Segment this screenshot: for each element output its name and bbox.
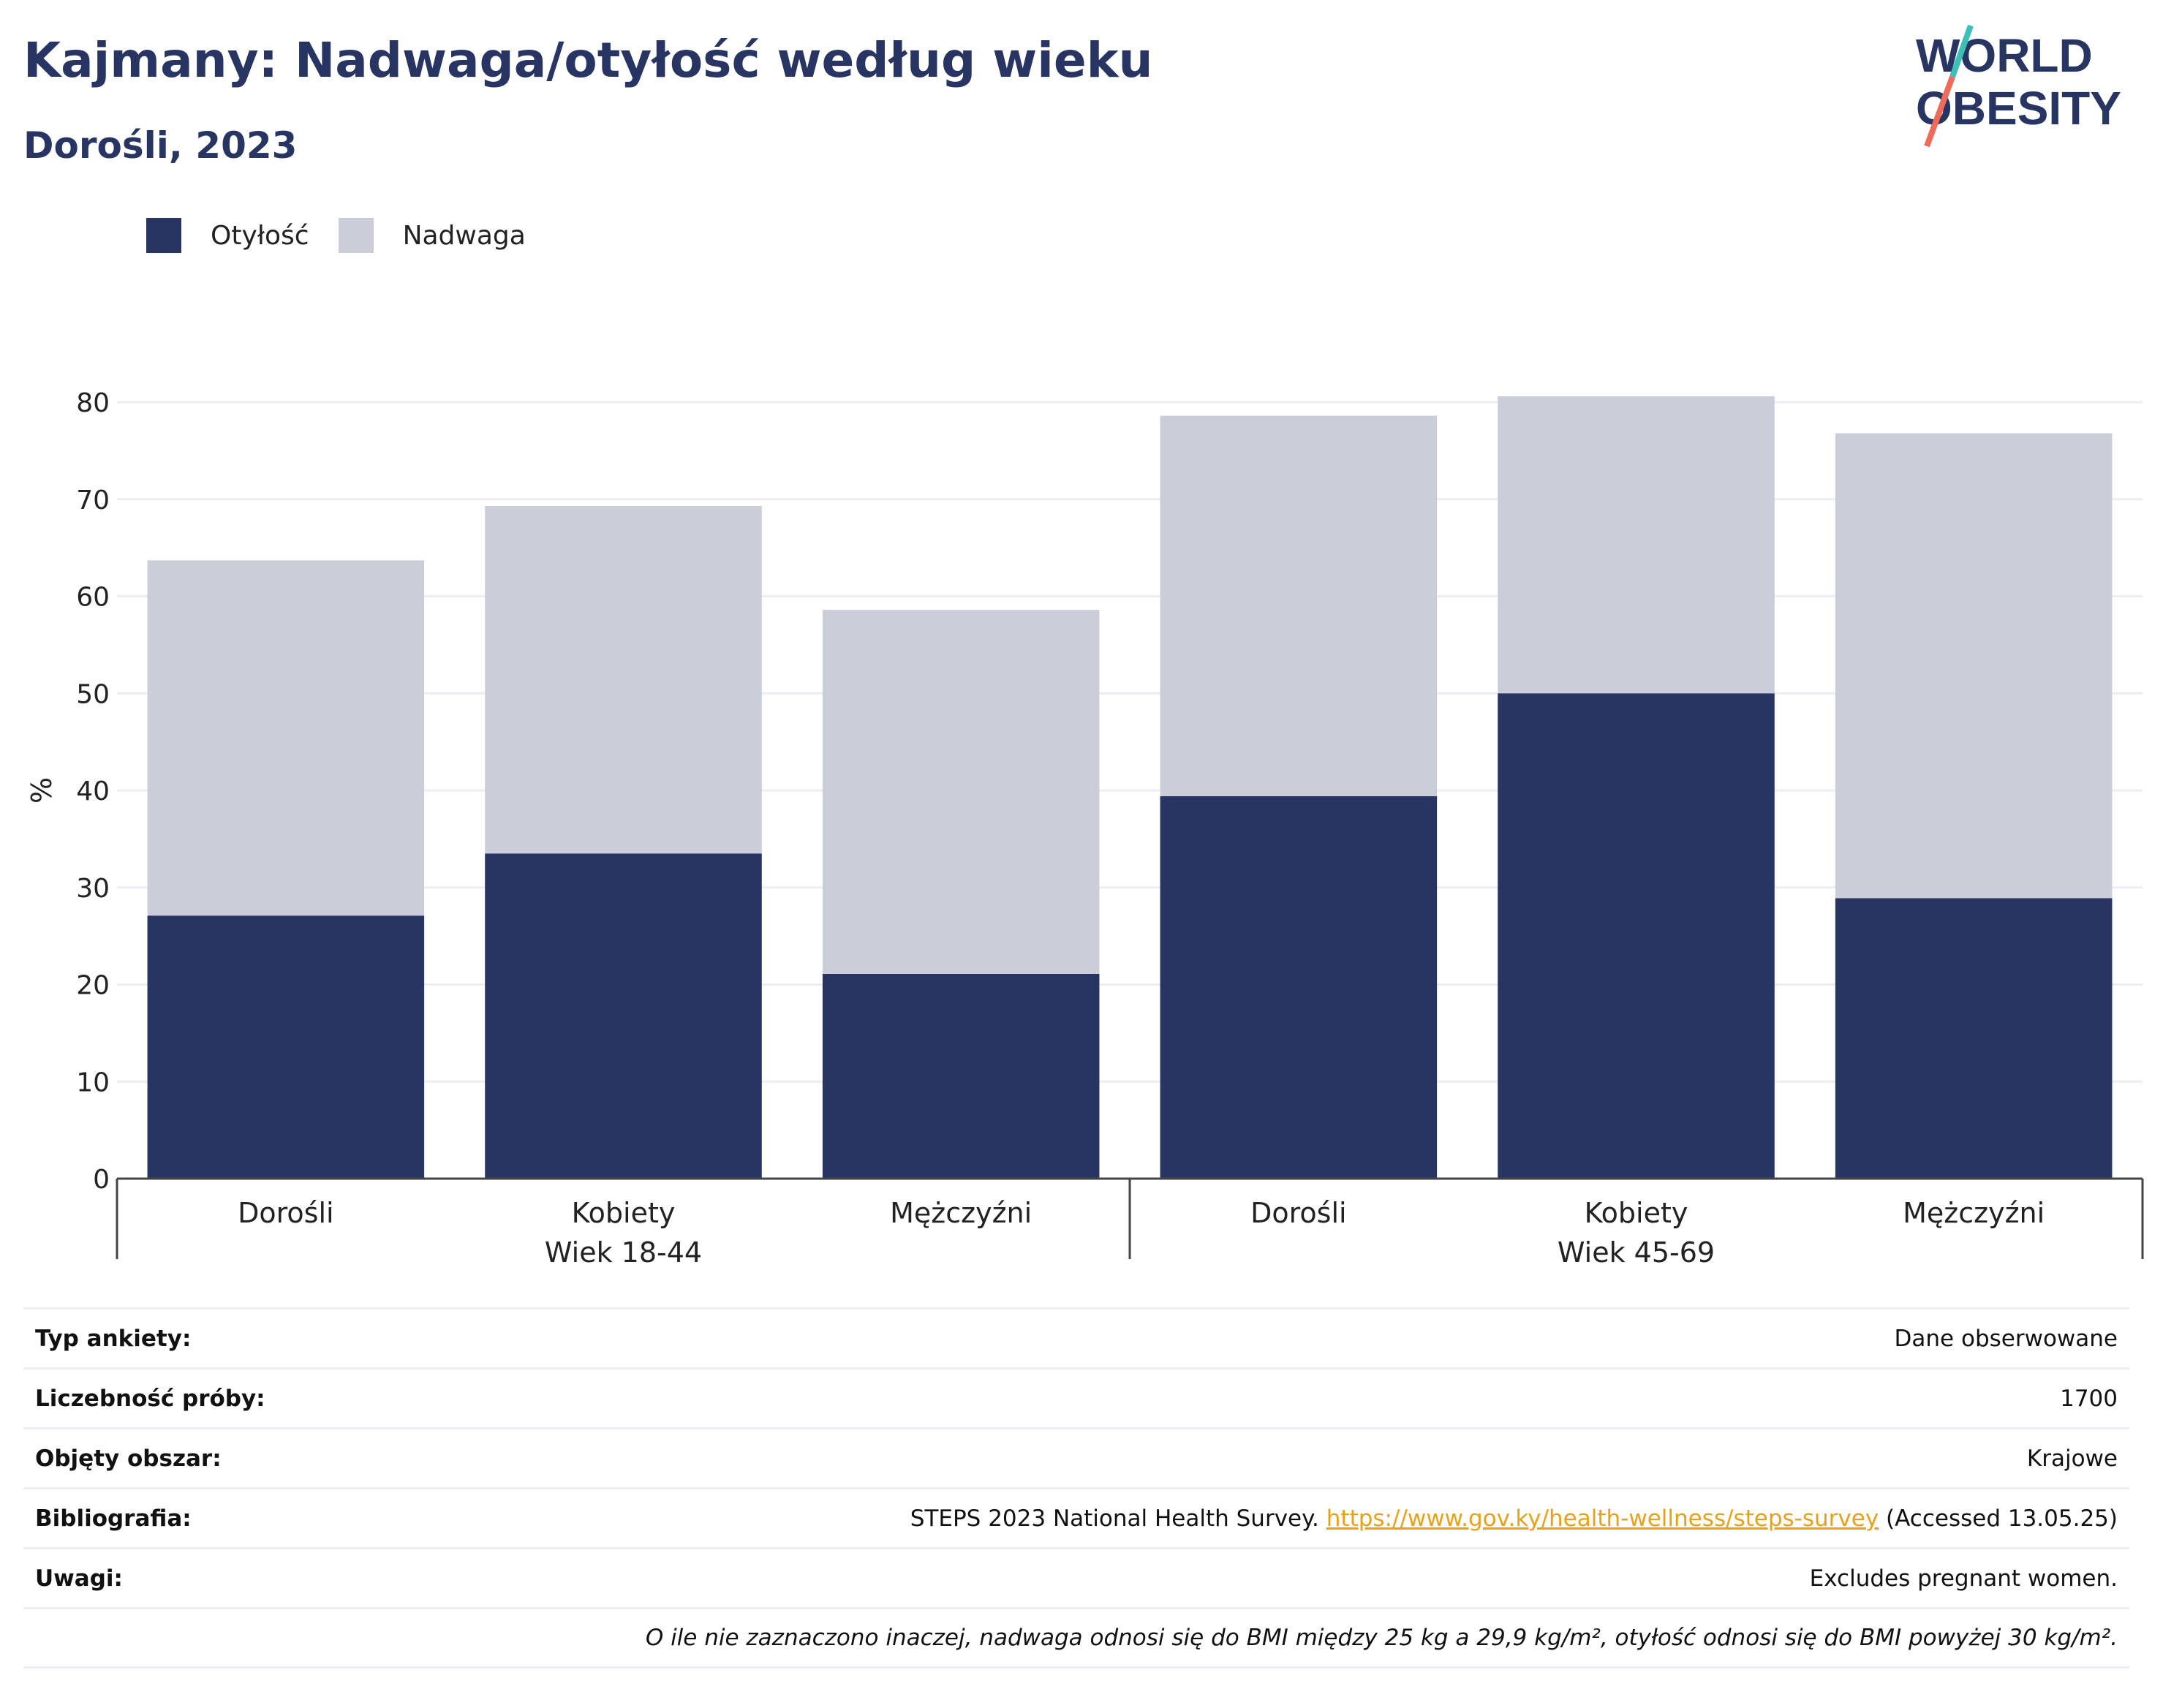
group-label: Wiek 18-44 — [545, 1236, 702, 1269]
metadata-table: Typ ankiety: Dane obserwowane Liczebność… — [23, 1307, 2129, 1669]
bar-overweight — [147, 560, 425, 916]
bar-obesity — [1160, 796, 1438, 1179]
legend-item-obesity[interactable]: Otyłość — [146, 218, 309, 253]
meta-value: STEPS 2023 National Health Survey. https… — [910, 1505, 2118, 1532]
x-tick-label: Mężczyźni — [890, 1197, 1032, 1229]
footnote: O ile nie zaznaczono inaczej, nadwaga od… — [23, 1607, 2129, 1669]
x-tick-label: Dorośli — [1250, 1197, 1346, 1229]
meta-row-sample-size: Liczebność próby: 1700 — [23, 1367, 2129, 1427]
bar-overweight — [822, 610, 1100, 974]
meta-row-bibliography: Bibliografia: STEPS 2023 National Health… — [23, 1487, 2129, 1547]
bar-overweight — [1498, 396, 1775, 694]
meta-value: Dane obserwowane — [1894, 1325, 2118, 1352]
y-tick-label: 60 — [76, 583, 110, 613]
logo-slash-coral — [1924, 75, 1955, 148]
chart-subtitle: Dorośli, 2023 — [23, 124, 298, 167]
x-tick-label: Dorośli — [238, 1197, 333, 1229]
y-tick-label: 40 — [76, 776, 110, 806]
bibliography-link[interactable]: https://www.gov.ky/health-wellness/steps… — [1326, 1505, 1879, 1532]
meta-value: Excludes pregnant women. — [1809, 1565, 2118, 1592]
bar-obesity — [1835, 898, 2113, 1179]
legend: Otyłość Nadwaga — [146, 218, 526, 253]
meta-row-survey-type: Typ ankiety: Dane obserwowane — [23, 1307, 2129, 1367]
y-tick-label: 50 — [76, 679, 110, 709]
group-label: Wiek 45-69 — [1558, 1236, 1715, 1269]
meta-label: Typ ankiety: — [35, 1325, 192, 1352]
legend-label-obesity: Otyłość — [211, 220, 309, 251]
meta-label: Objęty obszar: — [35, 1445, 222, 1472]
x-tick-label: Mężczyźni — [1903, 1197, 2045, 1229]
meta-label: Uwagi: — [35, 1565, 123, 1592]
bibliography-suffix: (Accessed 13.05.25) — [1886, 1505, 2118, 1532]
bar-overweight — [1835, 433, 2113, 899]
logo-slash-teal — [1949, 24, 1974, 78]
bar-obesity — [822, 973, 1100, 1179]
x-tick-label: Kobiety — [1585, 1197, 1688, 1229]
y-tick-label: 20 — [76, 971, 110, 1001]
meta-label: Liczebność próby: — [35, 1385, 265, 1412]
bar-obesity — [147, 915, 425, 1179]
y-tick-label: 30 — [76, 874, 110, 904]
y-tick-label: 70 — [76, 485, 110, 515]
meta-row-area: Objęty obszar: Krajowe — [23, 1427, 2129, 1487]
meta-row-notes: Uwagi: Excludes pregnant women. — [23, 1547, 2129, 1607]
legend-item-overweight[interactable]: Nadwaga — [338, 218, 526, 253]
bar-overweight — [1160, 415, 1438, 796]
y-tick-label: 80 — [76, 388, 110, 418]
y-axis-label: % — [26, 777, 58, 804]
bar-obesity — [1498, 693, 1775, 1179]
y-tick-label: 10 — [76, 1068, 110, 1097]
stacked-bar-chart: 0 10 20 30 40 50 60 70 80% Dorośli Kobiety Mężczyźn… — [26, 388, 2144, 1269]
chart-title: Kajmany: Nadwaga/otyłość według wieku — [23, 32, 1153, 88]
meta-label: Bibliografia: — [35, 1505, 192, 1532]
y-tick-label: 0 — [93, 1165, 110, 1195]
meta-value: Krajowe — [2026, 1445, 2118, 1472]
bar-overweight — [485, 506, 762, 854]
world-obesity-logo: WORLD OBESITY — [1916, 24, 2121, 148]
bibliography-prefix: STEPS 2023 National Health Survey. — [910, 1505, 1319, 1532]
x-tick-label: Kobiety — [572, 1197, 676, 1229]
legend-label-overweight: Nadwaga — [402, 220, 526, 251]
legend-swatch-overweight — [338, 218, 374, 253]
meta-value: 1700 — [2060, 1385, 2118, 1412]
logo-text-world: WORLD — [1916, 29, 2093, 82]
bar-obesity — [485, 853, 762, 1179]
legend-swatch-obesity — [146, 218, 181, 253]
